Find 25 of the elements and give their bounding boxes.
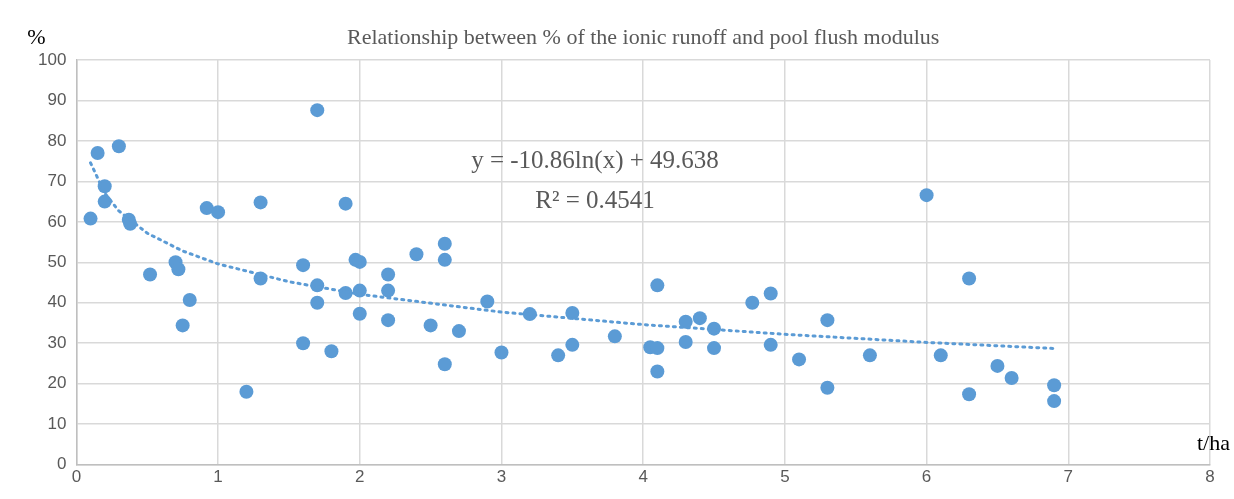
- x-tick-label: 4: [638, 467, 648, 487]
- x-tick-label: 7: [1063, 467, 1074, 487]
- y-tick-label: 100: [37, 49, 67, 69]
- y-axis-title: %: [27, 23, 46, 49]
- y-tick-label: 70: [47, 171, 67, 191]
- x-tick-label: 3: [496, 467, 507, 487]
- y-tick-label: 80: [47, 130, 67, 150]
- y-tick-label: 60: [47, 211, 67, 231]
- x-tick-label: 2: [355, 467, 365, 487]
- y-tick-label: 10: [47, 413, 67, 433]
- y-tick-label: 90: [47, 90, 67, 110]
- y-tick-label: 40: [47, 292, 67, 312]
- annotation: R² = 0.4541: [535, 186, 655, 214]
- y-tick-label: 50: [47, 251, 67, 271]
- x-tick-label: 8: [1205, 467, 1215, 487]
- chart-title: Relationship between % of the ionic runoff and pool flush modulus: [347, 23, 940, 49]
- x-tick-label: 6: [921, 467, 932, 487]
- annotation: y = -10.86ln(x) + 49.638: [471, 145, 719, 174]
- x-axis-title: t/ha: [1197, 430, 1231, 456]
- x-tick-label: 0: [71, 467, 82, 487]
- x-tick-label: 5: [780, 467, 790, 487]
- y-tick-label: 20: [47, 373, 67, 393]
- y-tick-label: 30: [47, 332, 67, 352]
- x-tick-label: 1: [213, 467, 223, 487]
- y-tick-label: 0: [56, 454, 67, 474]
